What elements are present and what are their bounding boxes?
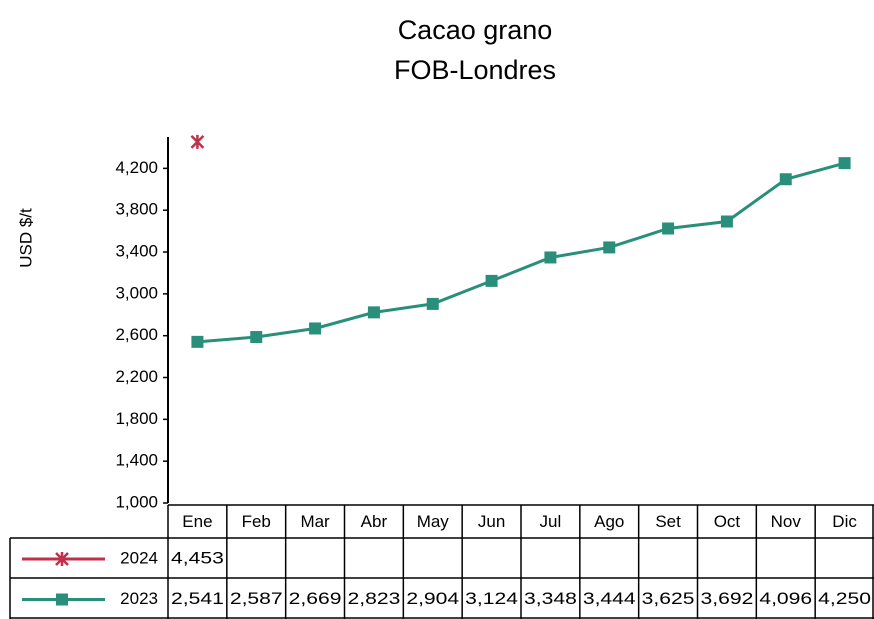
marker: [250, 331, 263, 344]
x-tick-label: Dic: [832, 512, 857, 531]
x-tick-label: Feb: [242, 512, 271, 531]
x-tick-label: Jul: [540, 512, 562, 531]
x-tick-label: Ago: [594, 512, 624, 531]
y-tick-label: 3,400: [115, 242, 158, 261]
table-value: 2,541: [171, 589, 224, 608]
x-tick-label: Abr: [361, 512, 388, 531]
x-tick-label: Set: [655, 512, 681, 531]
table-value: 3,124: [465, 589, 518, 608]
y-axis-label: USD $/t: [16, 208, 35, 268]
x-tick-label: Mar: [300, 512, 330, 531]
marker: [191, 335, 204, 348]
legend-label: 2023: [120, 589, 158, 608]
marker: [309, 322, 322, 335]
x-tick-label: Nov: [771, 512, 802, 531]
table-value: 3,444: [583, 589, 636, 608]
chart-subtitle: FOB-Londres: [394, 55, 556, 85]
marker: [367, 306, 380, 319]
table-value: 3,625: [642, 589, 695, 608]
x-tick-label: Ene: [182, 512, 212, 531]
table-value: 3,348: [524, 589, 577, 608]
marker: [485, 274, 498, 287]
table-value: 4,096: [759, 589, 812, 608]
marker: [779, 173, 792, 186]
legend-label: 2024: [120, 548, 158, 567]
marker: [838, 157, 851, 170]
marker: [426, 297, 439, 310]
y-tick-label: 2,600: [115, 325, 158, 344]
marker: [190, 134, 205, 149]
table-value: 4,250: [818, 589, 871, 608]
marker: [662, 222, 675, 235]
y-tick-label: 3,000: [115, 283, 158, 302]
x-tick-label: Oct: [714, 512, 741, 531]
y-tick-label: 4,200: [115, 158, 158, 177]
table-value: 2,587: [230, 589, 283, 608]
marker: [720, 215, 733, 228]
table-value: 2,823: [348, 589, 401, 608]
y-tick-label: 1,400: [115, 451, 158, 470]
legend-marker: [55, 552, 69, 566]
y-tick-label: 2,200: [115, 367, 158, 386]
table-value: 4,453: [171, 548, 224, 567]
marker: [544, 251, 557, 264]
y-tick-label: 3,800: [115, 200, 158, 219]
y-tick-label: 1,000: [115, 492, 158, 511]
table-value: 3,692: [701, 589, 754, 608]
table-value: 2,904: [406, 589, 459, 608]
y-tick-label: 1,800: [115, 409, 158, 428]
x-tick-label: Jun: [478, 512, 505, 531]
chart-title: Cacao grano: [398, 15, 553, 45]
series-line: [197, 161, 845, 344]
x-tick-label: May: [417, 512, 450, 531]
legend-marker: [56, 593, 68, 606]
table-value: 2,669: [289, 589, 342, 608]
marker: [603, 241, 616, 254]
